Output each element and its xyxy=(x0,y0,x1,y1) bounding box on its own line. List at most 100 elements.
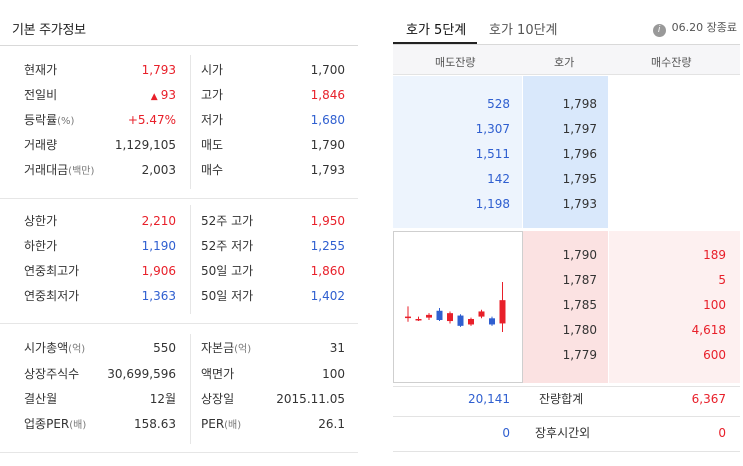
row-change-rate: 등락률(%) +5.47% 저가 1,680 xyxy=(0,108,358,133)
value-50d-high: 1,860 xyxy=(310,264,345,278)
value-ask: 1,790 xyxy=(310,138,345,152)
header-price: 호가 xyxy=(554,56,575,69)
candle xyxy=(415,316,422,322)
value-bid: 1,793 xyxy=(310,163,345,177)
bid-price-column xyxy=(523,231,608,383)
label-capital: 자본금(억) xyxy=(201,341,252,355)
column-divider xyxy=(190,334,191,444)
bid-price[interactable]: 1,779 xyxy=(562,348,597,362)
summary-divider xyxy=(393,386,740,387)
row-per: 업종PER(배) 158.63 PER(배) 26.1 xyxy=(0,412,358,437)
label-50d-high: 50일 고가 xyxy=(201,264,254,278)
ask-qty: 1,307 xyxy=(475,122,510,136)
value-52w-low: 1,255 xyxy=(310,239,345,253)
label-fiscal-month: 결산월 xyxy=(24,392,58,406)
candle-body xyxy=(499,300,506,324)
up-arrow-icon: ▲ xyxy=(150,92,158,102)
ask-qty: 1,198 xyxy=(475,197,510,211)
candle-body xyxy=(415,318,422,321)
total-ask-qty: 20,141 xyxy=(468,392,510,406)
candle xyxy=(489,316,495,326)
tab-10-levels[interactable]: 호가 10단계 xyxy=(489,23,558,38)
ask-qty: 1,511 xyxy=(475,147,510,161)
ask-price[interactable]: 1,793 xyxy=(562,197,597,211)
ask-price[interactable]: 1,798 xyxy=(562,97,597,111)
section-divider xyxy=(0,323,358,324)
label-upper-limit: 상한가 xyxy=(24,214,58,228)
candle xyxy=(426,313,432,321)
row-year-low: 연중최저가 1,363 50일 저가 1,402 xyxy=(0,284,358,309)
orderbook-header: 매도잔량 호가 매수잔량 xyxy=(393,45,740,75)
label-trade-value: 거래대금(백만) xyxy=(24,163,95,177)
after-hours-ask-qty: 0 xyxy=(502,426,510,440)
label-low: 저가 xyxy=(201,113,224,127)
header-ask-qty: 매도잔량 xyxy=(435,56,476,69)
row-current-price: 현재가 1,793 시가 1,700 xyxy=(0,58,358,83)
value-high: 1,846 xyxy=(310,88,345,102)
label-52w-low: 52주 저가 xyxy=(201,239,254,253)
candle-body xyxy=(489,318,495,325)
total-label: 잔량합계 xyxy=(539,392,584,406)
label-bid: 매수 xyxy=(201,163,224,177)
value-listed-shares: 30,699,596 xyxy=(107,367,176,381)
label-per: PER(배) xyxy=(201,417,242,431)
bid-price[interactable]: 1,785 xyxy=(562,298,597,312)
value-listing-date: 2015.11.05 xyxy=(276,392,345,406)
bid-price[interactable]: 1,790 xyxy=(562,248,597,262)
value-lower-limit: 1,190 xyxy=(141,239,176,253)
tab-5-levels[interactable]: 호가 5단계 xyxy=(406,23,467,38)
candle-body xyxy=(478,311,485,317)
section-divider xyxy=(0,198,358,199)
row-listed-shares: 상장주식수 30,699,596 액면가 100 xyxy=(0,362,358,387)
value-current-price: 1,793 xyxy=(141,63,176,77)
candle xyxy=(457,314,464,327)
column-divider xyxy=(190,205,191,314)
label-year-high: 연중최고가 xyxy=(24,264,80,278)
label-52w-high: 52주 고가 xyxy=(201,214,254,228)
label-open: 시가 xyxy=(201,63,224,77)
row-change: 전일비 ▲ 93 고가 1,846 xyxy=(0,83,358,108)
label-lower-limit: 하한가 xyxy=(24,239,58,253)
row-volume: 거래량 1,129,105 매도 1,790 xyxy=(0,133,358,158)
value-trade-value: 2,003 xyxy=(141,163,176,177)
value-change-rate: +5.47% xyxy=(127,113,176,127)
bid-price[interactable]: 1,780 xyxy=(562,323,597,337)
bid-qty: 600 xyxy=(703,348,726,362)
value-market-cap: 550 xyxy=(153,341,176,355)
row-lower-limit: 하한가 1,190 52주 저가 1,255 xyxy=(0,234,358,259)
value-year-high: 1,906 xyxy=(141,264,176,278)
candle xyxy=(436,308,443,322)
candle-body xyxy=(468,318,474,325)
label-50d-low: 50일 저가 xyxy=(201,289,254,303)
row-trade-value: 거래대금(백만) 2,003 매수 1,793 xyxy=(0,158,358,183)
basic-info-title: 기본 주가정보 xyxy=(12,23,86,38)
bid-qty: 189 xyxy=(703,248,726,262)
bid-price[interactable]: 1,787 xyxy=(562,273,597,287)
value-low: 1,680 xyxy=(310,113,345,127)
bid-qty: 100 xyxy=(703,298,726,312)
label-change: 전일비 xyxy=(24,88,58,102)
row-fiscal-month: 결산월 12월 상장일 2015.11.05 xyxy=(0,387,358,412)
info-icon[interactable]: i xyxy=(652,24,666,37)
candle-body xyxy=(426,314,432,318)
mini-candle-chart xyxy=(393,231,523,383)
label-industry-per: 업종PER(배) xyxy=(24,417,87,431)
value-upper-limit: 2,210 xyxy=(141,214,176,228)
ask-price[interactable]: 1,796 xyxy=(562,147,597,161)
title-divider xyxy=(0,45,358,46)
value-par-value: 100 xyxy=(322,367,345,381)
summary-divider xyxy=(393,451,740,452)
market-status: i 06.20 장종료 xyxy=(652,19,737,37)
label-year-low: 연중최저가 xyxy=(24,289,80,303)
label-ask: 매도 xyxy=(201,138,224,152)
value-capital: 31 xyxy=(329,341,345,355)
column-divider xyxy=(190,55,191,189)
value-industry-per: 158.63 xyxy=(134,417,176,431)
ask-price[interactable]: 1,797 xyxy=(562,122,597,136)
row-year-high: 연중최고가 1,906 50일 고가 1,860 xyxy=(0,259,358,284)
ask-price[interactable]: 1,795 xyxy=(562,172,597,186)
label-current-price: 현재가 xyxy=(24,63,58,77)
active-tab-indicator xyxy=(393,42,477,44)
value-per: 26.1 xyxy=(318,417,345,431)
value-50d-low: 1,402 xyxy=(310,289,345,303)
